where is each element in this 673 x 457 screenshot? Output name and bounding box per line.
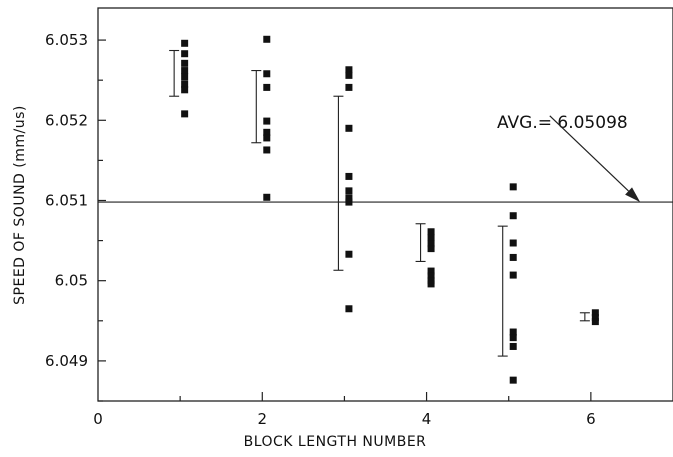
data-point: [181, 80, 189, 88]
data-point: [509, 376, 517, 384]
data-point: [427, 240, 435, 248]
error-bar: [415, 223, 426, 262]
data-point: [181, 50, 189, 58]
data-point: [263, 83, 271, 91]
data-point: [345, 66, 353, 74]
data-point: [591, 309, 599, 317]
data-point: [509, 239, 517, 247]
data-point: [345, 305, 353, 313]
data-point: [509, 183, 517, 191]
error-bar: [497, 225, 508, 357]
data-point: [181, 59, 189, 67]
data-point: [345, 187, 353, 195]
x-tick-label: 4: [422, 410, 432, 428]
data-point: [263, 35, 271, 43]
data-point: [181, 110, 189, 118]
data-point: [509, 328, 517, 336]
x-axis-label: BLOCK LENGTH NUMBER: [244, 434, 427, 450]
data-point: [591, 314, 599, 322]
x-tick-label: 6: [586, 410, 596, 428]
data-point: [509, 212, 517, 220]
average-annotation: AVG.= 6.05098: [497, 113, 628, 133]
data-point: [509, 271, 517, 279]
data-point: [345, 83, 353, 91]
data-point: [263, 117, 271, 125]
data-point: [509, 342, 517, 350]
y-tick-label: 6.052: [45, 111, 88, 129]
data-point: [181, 73, 189, 81]
y-tick-label: 6.053: [45, 31, 88, 49]
data-point: [345, 194, 353, 202]
data-point: [427, 280, 435, 288]
data-point: [345, 71, 353, 79]
data-point: [345, 172, 353, 180]
data-point: [181, 67, 189, 75]
data-point: [263, 134, 271, 142]
data-point: [263, 146, 271, 154]
x-tick-label: 0: [93, 410, 103, 428]
data-point: [427, 245, 435, 253]
error-bar: [251, 70, 262, 144]
data-point: [345, 124, 353, 132]
data-point: [263, 70, 271, 78]
data-point: [427, 228, 435, 236]
data-point: [181, 86, 189, 94]
data-point: [345, 250, 353, 258]
data-point: [591, 318, 599, 326]
error-bar: [333, 95, 344, 271]
y-tick-label: 6.051: [45, 191, 88, 209]
y-tick-label: 6.05: [55, 272, 88, 290]
data-point: [509, 334, 517, 342]
data-point: [263, 193, 271, 201]
data-point: [509, 253, 517, 261]
data-point: [345, 198, 353, 206]
data-point: [181, 39, 189, 47]
data-point: [263, 128, 271, 136]
data-point: [427, 267, 435, 275]
y-tick-label: 6.049: [45, 352, 88, 370]
average-arrow: [549, 115, 629, 192]
error-bar: [169, 49, 180, 97]
average-arrow-head: [625, 187, 641, 203]
data-point: [427, 272, 435, 280]
y-axis-label: SPEED OF SOUND (mm/us): [12, 105, 28, 305]
error-bar: [579, 312, 590, 322]
plot-frame: [97, 7, 673, 402]
x-tick-label: 2: [258, 410, 268, 428]
data-point: [427, 233, 435, 241]
